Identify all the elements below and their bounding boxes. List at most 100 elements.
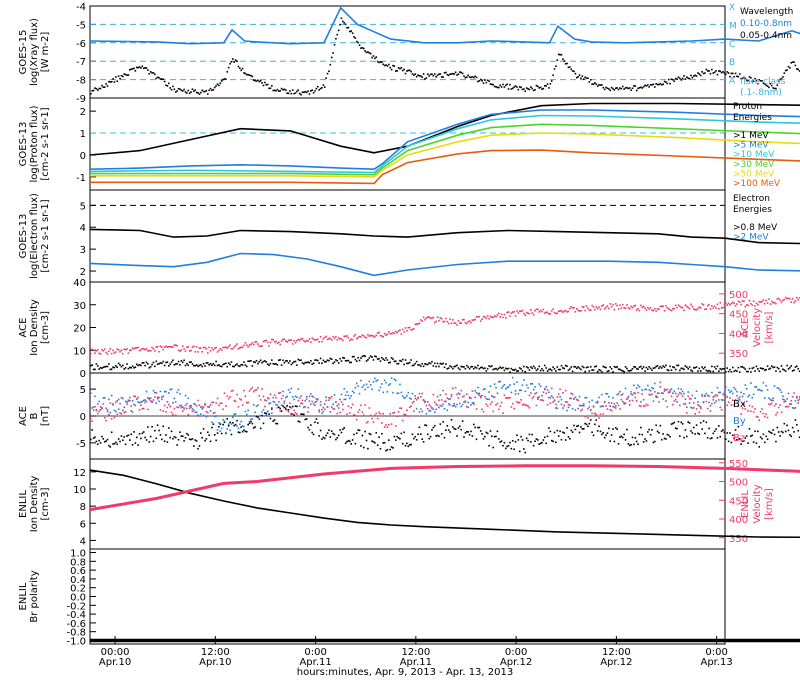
data-point <box>333 43 336 46</box>
data-point <box>779 435 781 437</box>
data-point <box>213 434 216 436</box>
data-point <box>379 360 382 362</box>
data-point <box>137 66 139 69</box>
data-point <box>144 364 146 367</box>
data-point <box>645 388 648 391</box>
data-point <box>163 390 166 393</box>
data-point <box>797 429 800 432</box>
data-point <box>619 408 621 410</box>
data-point <box>737 300 740 303</box>
series-line <box>90 123 800 176</box>
data-point <box>525 87 528 89</box>
data-point <box>420 75 422 77</box>
data-point <box>433 411 436 413</box>
data-point <box>513 383 515 385</box>
data-point <box>161 438 163 441</box>
data-point <box>649 389 652 392</box>
data-point <box>716 365 719 368</box>
data-point <box>474 426 476 429</box>
data-point <box>103 366 106 368</box>
data-point <box>176 90 178 92</box>
data-point <box>176 406 178 408</box>
data-point <box>378 411 380 414</box>
data-point <box>701 428 703 430</box>
data-point <box>342 20 344 23</box>
data-point <box>272 396 275 399</box>
data-point <box>641 433 644 436</box>
data-point <box>314 401 316 404</box>
panel-frame <box>89 548 726 645</box>
data-point <box>94 352 96 354</box>
data-point <box>518 86 521 88</box>
data-point <box>465 430 468 433</box>
data-point <box>393 332 396 335</box>
data-point <box>429 73 432 76</box>
data-point <box>166 361 169 363</box>
data-point <box>758 446 761 448</box>
data-point <box>545 385 547 388</box>
data-point <box>614 87 617 90</box>
data-point <box>471 435 474 437</box>
data-point <box>247 73 249 76</box>
data-point <box>145 390 148 393</box>
data-point <box>500 387 503 389</box>
data-point <box>617 404 620 407</box>
data-point <box>197 414 199 416</box>
data-point <box>620 394 623 396</box>
data-point <box>794 400 797 402</box>
data-point <box>468 433 471 436</box>
data-point <box>791 370 794 372</box>
data-point <box>731 392 734 395</box>
data-point <box>488 444 490 447</box>
data-point <box>470 397 472 400</box>
data-point <box>145 439 148 441</box>
series--1-mev <box>89 102 800 156</box>
data-point <box>459 393 461 395</box>
data-point <box>413 74 415 76</box>
data-point <box>758 388 761 391</box>
data-point <box>145 400 148 403</box>
data-point <box>163 404 166 407</box>
data-point <box>163 80 166 83</box>
data-point <box>361 411 364 413</box>
data-point <box>688 397 691 400</box>
data-point <box>488 80 490 82</box>
data-point <box>406 394 408 397</box>
data-point <box>169 345 171 348</box>
data-point <box>426 433 429 436</box>
data-point <box>736 303 738 305</box>
data-point <box>531 382 534 385</box>
data-point <box>335 401 337 403</box>
data-point <box>666 388 669 391</box>
data-point <box>534 367 536 369</box>
data-point <box>322 84 325 86</box>
data-point <box>108 398 110 401</box>
data-point <box>353 391 355 394</box>
data-point <box>591 304 593 307</box>
data-point <box>239 67 241 69</box>
data-point <box>752 411 755 413</box>
data-point <box>567 436 570 438</box>
data-point <box>757 82 759 85</box>
data-point <box>381 61 383 63</box>
data-point <box>489 385 492 388</box>
data-point <box>360 357 362 359</box>
data-point <box>573 424 575 427</box>
data-point <box>276 422 279 425</box>
data-point <box>335 37 337 40</box>
data-point <box>344 398 347 401</box>
data-point <box>293 414 295 416</box>
data-point <box>375 380 378 382</box>
data-point <box>743 76 745 79</box>
data-point <box>729 368 731 371</box>
data-point <box>741 407 744 409</box>
data-point <box>474 366 476 368</box>
data-point <box>624 307 627 310</box>
data-point <box>106 409 109 411</box>
data-point <box>486 405 489 407</box>
data-point <box>436 362 439 365</box>
data-point <box>740 303 742 306</box>
data-point <box>457 367 460 369</box>
data-point <box>261 345 263 347</box>
data-point <box>401 358 404 361</box>
